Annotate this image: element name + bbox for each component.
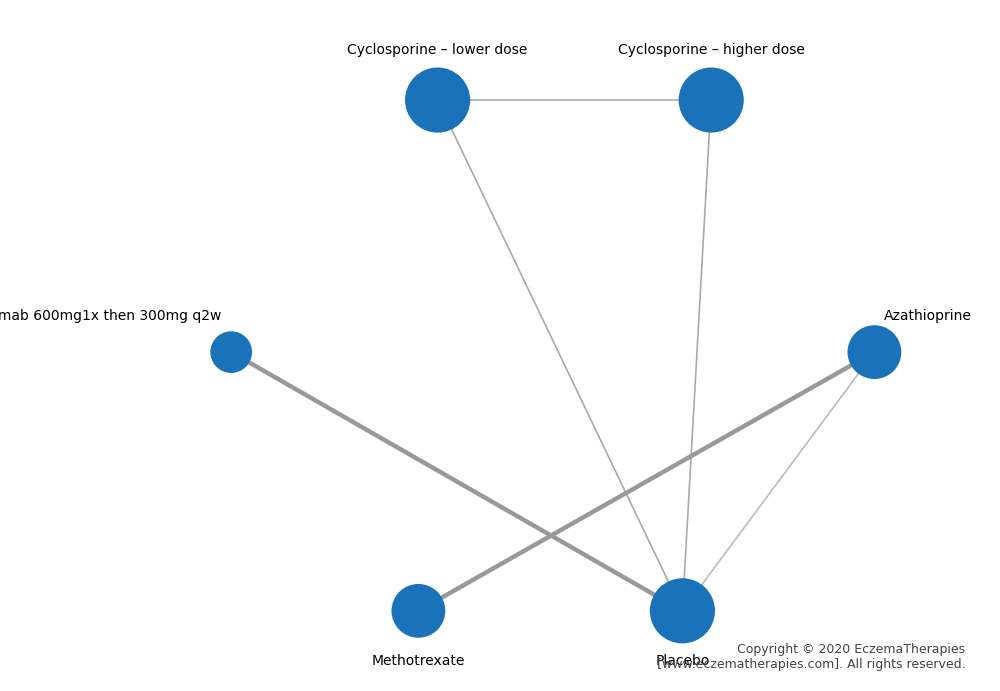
Text: Cyclosporine – lower dose: Cyclosporine – lower dose xyxy=(347,43,528,57)
Point xyxy=(430,95,446,106)
Point xyxy=(703,95,719,106)
Text: Azathioprine: Azathioprine xyxy=(884,309,972,323)
Text: Cyclosporine – higher dose: Cyclosporine – higher dose xyxy=(618,43,805,57)
Text: Placebo: Placebo xyxy=(655,654,710,668)
Text: Methotrexate: Methotrexate xyxy=(372,654,465,668)
Point xyxy=(866,347,882,358)
Text: Copyright © 2020 EczemaTherapies
[www.eczematherapies.com]. All rights reserved.: Copyright © 2020 EczemaTherapies [www.ec… xyxy=(657,643,966,670)
Text: Dupilumab 600mg1x then 300mg q2w: Dupilumab 600mg1x then 300mg q2w xyxy=(0,309,222,323)
Point xyxy=(674,605,690,616)
Point xyxy=(410,605,426,616)
Point xyxy=(223,347,239,358)
